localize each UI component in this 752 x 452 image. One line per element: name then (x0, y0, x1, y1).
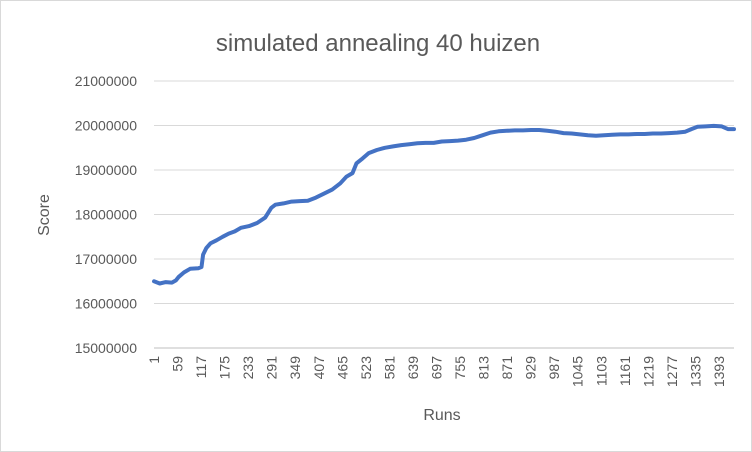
x-tick-label: 465 (334, 356, 350, 380)
x-axis-title: Runs (423, 407, 460, 424)
chart-title: simulated annealing 40 huizen (216, 30, 540, 57)
y-tick-label: 21000000 (75, 73, 138, 89)
y-tick-label: 20000000 (75, 118, 138, 134)
x-tick-label: 349 (287, 356, 303, 380)
x-tick-label: 697 (428, 356, 444, 380)
y-tick-label: 18000000 (75, 207, 138, 223)
y-tick-label: 19000000 (75, 162, 138, 178)
series-line (152, 123, 736, 286)
x-tick-label: 407 (311, 356, 327, 380)
x-tick-label: 1335 (687, 356, 703, 387)
x-tick-label: 1103 (593, 356, 609, 386)
x-tick-label: 1 (146, 356, 162, 364)
x-tick-label: 233 (240, 356, 256, 380)
x-tick-label: 1161 (617, 356, 633, 386)
x-axis-ticks: 1 59 117 175 233 291 349 407 465 523 581 639 697 755 8… (146, 356, 727, 387)
gridlines (154, 80, 734, 349)
y-tick-label: 16000000 (75, 296, 138, 312)
y-axis-ticks: 15000000 16000000 17000000 18000000 19000000… (75, 73, 138, 356)
y-axis-title: Score (36, 194, 53, 236)
x-tick-label: 1045 (570, 356, 586, 387)
x-tick-label: 117 (193, 356, 209, 379)
x-tick-label: 59 (170, 356, 186, 372)
x-tick-label: 987 (546, 356, 562, 380)
x-tick-label: 1219 (640, 356, 656, 387)
x-tick-label: 929 (523, 356, 539, 380)
x-tick-label: 175 (217, 356, 233, 380)
x-tick-label: 581 (381, 356, 397, 380)
y-tick-label: 17000000 (75, 251, 138, 267)
x-tick-label: 1393 (711, 356, 727, 387)
x-tick-label: 291 (264, 356, 280, 380)
x-tick-label: 523 (358, 356, 374, 380)
series-layer (152, 123, 736, 286)
x-tick-label: 813 (476, 356, 492, 380)
x-tick-label: 639 (405, 356, 421, 380)
x-tick-label: 755 (452, 356, 468, 380)
x-tick-label: 871 (499, 356, 515, 380)
x-tick-label: 1277 (664, 356, 680, 387)
y-tick-label: 15000000 (75, 340, 138, 356)
